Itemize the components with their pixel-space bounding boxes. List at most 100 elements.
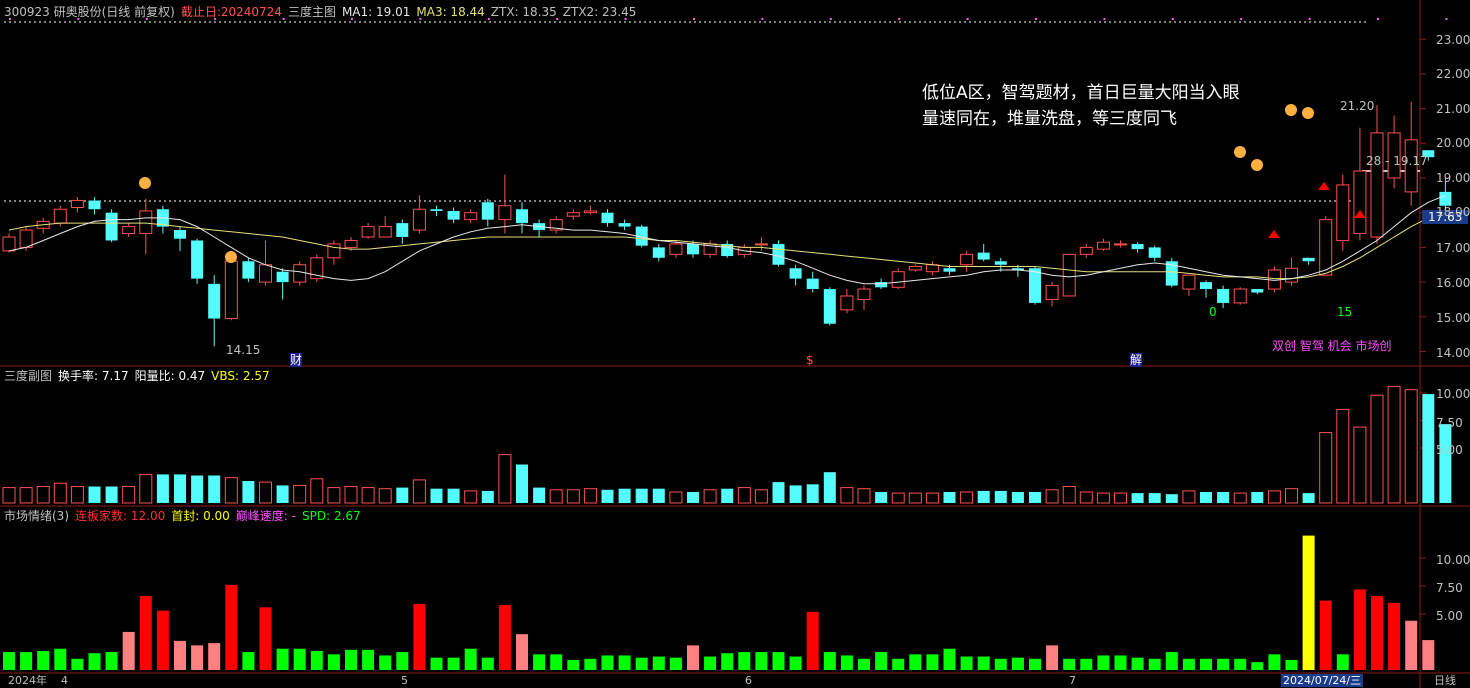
candle-body	[412, 208, 426, 231]
top-dot	[693, 18, 695, 20]
sentiment-bars[interactable]	[3, 535, 1435, 670]
sentiment-bar	[379, 655, 392, 670]
candle-body	[1439, 191, 1452, 206]
turnover-bar	[1233, 492, 1247, 504]
candle-body	[960, 253, 974, 266]
marker-cai[interactable]: 财	[290, 353, 303, 367]
sentiment-bar	[1200, 658, 1212, 670]
sentiment-bar	[1422, 640, 1435, 670]
turnover-bar	[977, 490, 990, 503]
candle-body	[772, 243, 785, 265]
sentiment-bar	[1046, 645, 1059, 670]
candle-body	[806, 278, 819, 290]
turnover-bar	[1404, 389, 1418, 504]
turnover-bar	[447, 488, 460, 503]
turnover-bar	[1131, 493, 1144, 503]
first-seal-value: 首封: 0.00	[171, 509, 230, 523]
candle-body	[70, 200, 84, 208]
main-indicator-name[interactable]: 三度主图	[287, 5, 336, 19]
candle-body	[943, 268, 956, 272]
sentiment-bar	[174, 640, 186, 670]
candle-body	[53, 208, 67, 224]
mid-price-label: 28 - 19.17	[1366, 154, 1428, 168]
turnover-bar	[174, 474, 186, 503]
sentiment-bar	[1353, 589, 1366, 670]
turnover-bar	[806, 484, 819, 503]
sentiment-bar	[1063, 658, 1076, 670]
theme-tags[interactable]: 双创 智驾 机会 市场创	[1272, 339, 1392, 353]
candle-body	[105, 212, 118, 241]
sentiment-bar	[584, 658, 597, 670]
y-tick: 22.00	[1436, 67, 1470, 81]
top-dot	[1171, 18, 1174, 20]
period-label[interactable]: 日线	[1434, 674, 1456, 687]
candle-body	[1353, 170, 1367, 235]
candle-body	[293, 264, 307, 283]
turnover-bar	[687, 492, 699, 503]
turnover-bar	[208, 475, 221, 503]
limit-count-value: 连板家数: 12.00	[75, 509, 166, 523]
turnover-bar	[943, 492, 956, 503]
sentiment-bar	[618, 655, 631, 670]
candle-body	[19, 229, 33, 248]
turnover-bars[interactable]	[2, 385, 1452, 504]
sentiment-bar	[498, 605, 511, 670]
candle-body	[1182, 274, 1196, 290]
sentiment-bar	[430, 657, 443, 670]
sentiment-bar	[1388, 602, 1401, 670]
candle-body	[1062, 253, 1076, 297]
x-month-label: 7	[1069, 674, 1076, 687]
turnover-bar	[53, 482, 67, 504]
turnover-bar	[908, 492, 922, 504]
candle-body	[1131, 243, 1144, 250]
sentiment-bar	[242, 652, 255, 670]
main-candles[interactable]	[2, 18, 1452, 347]
y-tick: 21.00	[1436, 102, 1470, 116]
candle-body	[601, 212, 614, 224]
stock-label[interactable]: 300923 研奥股份(日线 前复权)	[4, 5, 175, 19]
turnover-bar	[259, 481, 272, 504]
annotation-line-1: 低位A区，智驾题材，首日巨量大阳当入眼	[922, 83, 1240, 103]
sentiment-bar	[789, 656, 802, 670]
x-month-label: 6	[745, 674, 752, 687]
candle-body	[1422, 150, 1435, 158]
top-dot	[624, 18, 627, 20]
turnover-bar	[19, 487, 33, 504]
candle-body	[1045, 285, 1059, 300]
turnover-bar	[1062, 486, 1076, 504]
sentiment-bar	[362, 649, 375, 670]
marker-s[interactable]: $	[806, 353, 814, 367]
sentiment-bar	[943, 648, 956, 670]
sentiment-bar	[310, 650, 323, 670]
turnover-bar	[1353, 426, 1367, 504]
sentiment-bar	[37, 650, 50, 670]
candle-body	[687, 243, 699, 255]
candle-body	[498, 205, 512, 221]
sentiment-bar	[105, 652, 118, 670]
sentiment-bar	[687, 645, 699, 670]
candle-body	[1302, 257, 1315, 262]
candle-body	[908, 265, 922, 271]
sentiment-bar	[652, 656, 665, 670]
y-tick: 7.50	[1436, 581, 1463, 595]
ztx-value: ZTX: 18.35	[490, 5, 557, 19]
turnover-bar	[772, 482, 785, 503]
candle-body	[549, 219, 563, 231]
candle-body	[481, 202, 494, 220]
sub-indicator-name[interactable]: 三度副图	[4, 369, 53, 383]
turnover-bar	[276, 485, 289, 503]
candle-body	[464, 212, 478, 221]
turnover-bar	[122, 486, 136, 504]
sentiment-bar	[122, 631, 135, 670]
candle-body	[618, 223, 631, 227]
sentiment-indicator-name[interactable]: 市场情绪(3)	[4, 509, 69, 523]
sentiment-bar	[1217, 658, 1230, 670]
sentiment-bar	[1405, 620, 1418, 670]
marker-jie[interactable]: 解	[1130, 353, 1143, 367]
sentiment-bar	[1011, 657, 1024, 670]
sentiment-bar	[156, 610, 169, 670]
annotation-line-2: 量速同在，堆量洗盘，等三度同飞	[922, 109, 1177, 129]
candle-body	[1319, 219, 1333, 276]
top-dot	[282, 18, 285, 20]
